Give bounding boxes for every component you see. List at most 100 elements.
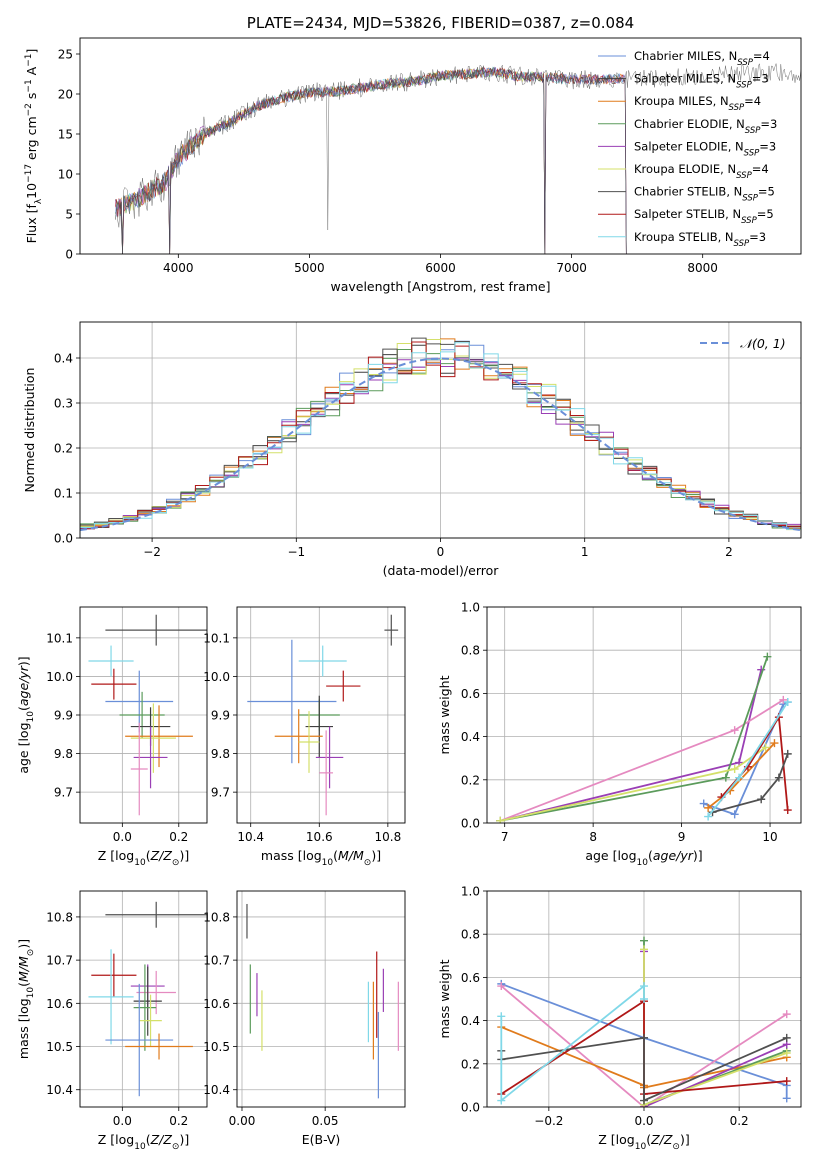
age_weight-marker-4-2 — [770, 739, 779, 748]
legend-entry-6: Chabrier STELIB, NSSP=5 — [634, 185, 775, 204]
z_mass-ytick-label-1: 10.5 — [46, 1040, 73, 1054]
ebv_mass-plot-area — [246, 903, 399, 1099]
mass_age-ytick-label-1: 9.8 — [211, 747, 230, 761]
mass_age-ytick-label-4: 10.1 — [203, 631, 230, 645]
z_weight-marker-7-4 — [782, 1033, 791, 1042]
spectrum-series-chabrier_miles — [115, 67, 627, 254]
age_weight-ytick-label-0: 0.0 — [461, 817, 480, 831]
age_weight-marker-3-1 — [721, 773, 730, 782]
z_age-ytick-label-3: 10.0 — [46, 670, 73, 684]
spectrum-xtick-label-1: 5000 — [294, 261, 325, 275]
z_weight-series-3 — [643, 940, 788, 1107]
ebv_mass-panel: 0.00 0.05 10.4 10.5 10.6 10.7 10.8 E(B-V) — [203, 890, 406, 1147]
legend-entry-1: Salpeter MILES, NSSP=3 — [634, 72, 769, 91]
age_weight-marker-0-1 — [730, 810, 739, 819]
age_weight-xtick-label-2: 9 — [678, 830, 686, 844]
age_weight-panel: 7 8 9 10 0.0 0.2 0.4 0.6 0.8 1.0 age [log10(age/yr… — [437, 601, 802, 868]
z_weight-marker-8-2 — [640, 982, 648, 991]
z_weight-ytick-label-5: 1.0 — [461, 885, 480, 899]
spectrum-xlabel: wavelength [Angstrom, rest frame] — [330, 279, 550, 294]
legend-entry-4: Salpeter ELODIE, NSSP=3 — [634, 139, 776, 158]
age_weight-marker-4-0 — [704, 803, 713, 812]
age_weight-marker-2-2 — [779, 695, 788, 704]
z_weight-marker-8-3 — [640, 995, 648, 1003]
z_weight-marker-0-3 — [782, 1094, 791, 1103]
mass_age-xtick-label-0: 10.4 — [237, 830, 264, 844]
residual-hist-salpeter_stelib — [80, 341, 801, 538]
spectrum-ytick-label-4: 20 — [58, 88, 73, 102]
spectrum-ytick-label-3: 15 — [58, 128, 73, 142]
ebv_mass-ytick-label-3: 10.7 — [203, 954, 230, 968]
spectrum-xtick-label-2: 6000 — [425, 261, 456, 275]
spectrum-series-salpeter_miles — [115, 66, 627, 254]
spectrum-xtick-label-0: 4000 — [163, 261, 194, 275]
residuals-xtick-label-0: −2 — [143, 545, 161, 559]
z_mass-ytick-label-2: 10.6 — [46, 997, 73, 1011]
residuals-ytick-label-0: 0.0 — [54, 532, 73, 546]
age_weight-marker-5-2 — [761, 743, 770, 752]
age_weight-marker-7-2 — [774, 773, 783, 782]
residuals-panel: −2 −1 0 1 2 0.0 0.1 0.2 0.3 0.4 𝒩(0, 1) (data-model… — [22, 321, 802, 578]
age_weight-marker-5-0 — [496, 816, 505, 823]
z_mass-xlabel: Z [log10(Z/Z⊙)] — [98, 1132, 189, 1152]
mass_age-xlabel: mass [log10(M/M⊙)] — [261, 848, 381, 868]
z_mass-ylabel: mass [log10(M/M⊙)] — [16, 939, 36, 1059]
chart-title: PLATE=2434, MJD=53826, FIBERID=0387, z=0… — [247, 14, 634, 32]
spectrum-ytick-label-5: 25 — [58, 48, 73, 62]
spectrum-xtick-label-3: 7000 — [556, 261, 587, 275]
z_weight-ylabel: mass weight — [437, 959, 452, 1038]
residuals-xlabel: (data-model)/error — [383, 563, 500, 578]
spectrum-series-chabrier_stelib — [115, 63, 801, 254]
age_weight-series-7 — [712, 753, 789, 814]
z_mass-frame — [79, 890, 208, 1108]
residuals-ylabel: Normed distribution — [22, 368, 37, 493]
age_weight-xtick-label-0: 7 — [501, 830, 509, 844]
spectrum-ytick-label-2: 10 — [58, 168, 73, 182]
z_weight-series-1 — [500, 985, 788, 1107]
age_weight-marker-7-3 — [783, 749, 792, 758]
age_weight-marker-2-1 — [730, 726, 739, 735]
ebv_mass-frame — [236, 890, 406, 1108]
z_mass-xtick-label-0: 0.0 — [113, 1114, 132, 1128]
spectrum-series-salpeter_elodie — [115, 67, 627, 254]
mass_age-panel: 10.4 10.6 10.8 9.7 9.8 9.9 10.0 10.1 mass [log10… — [203, 606, 406, 868]
age_weight-series-3 — [500, 656, 769, 822]
ebv_mass-ytick-label-2: 10.6 — [203, 997, 230, 1011]
spectrum-series-kroupa_miles — [115, 66, 627, 254]
legend-entry-8: Kroupa STELIB, NSSP=3 — [634, 230, 766, 249]
age_weight-ytick-label-1: 0.2 — [461, 773, 480, 787]
z_weight-ytick-label-2: 0.4 — [461, 1014, 480, 1028]
z_weight-marker-3-0 — [640, 936, 648, 945]
spectrum-plot-area — [115, 63, 801, 254]
z_weight-series-8 — [500, 984, 645, 1103]
z_weight-marker-1-0 — [497, 982, 506, 991]
spectrum-panel: 4000 5000 6000 7000 8000 0 5 10 15 20 25 PLATE=2434… — [24, 14, 802, 294]
spectrum-series-kroupa_stelib — [115, 66, 627, 254]
legend-entry-0: Chabrier MILES, NSSP=4 — [634, 49, 770, 68]
residuals-ytick-label-2: 0.2 — [54, 442, 73, 456]
legend-entry-7: Salpeter STELIB, NSSP=5 — [634, 207, 774, 226]
age_weight-marker-3-2 — [763, 652, 772, 661]
z_weight-plot-area — [497, 936, 791, 1107]
age_weight-plot-area — [496, 652, 792, 823]
ebv_mass-xlabel: E(B-V) — [302, 1132, 341, 1147]
residuals-ytick-label-3: 0.3 — [54, 397, 73, 411]
age_weight-xtick-label-1: 8 — [589, 830, 597, 844]
age_weight-series-5 — [500, 746, 767, 822]
ebv_mass-ytick-label-0: 10.4 — [203, 1083, 230, 1097]
z_weight-marker-8-0 — [497, 1012, 506, 1021]
age_weight-frame — [486, 606, 802, 824]
z_weight-marker-7-3 — [640, 1096, 648, 1105]
z_weight-marker-6-3 — [782, 1077, 791, 1086]
z_weight-marker-5-0 — [640, 945, 648, 954]
age_weight-marker-0-0 — [699, 799, 708, 808]
age_weight-marker-8-1 — [735, 773, 744, 782]
z_mass-plot-area — [88, 901, 207, 1097]
age_weight-ytick-label-4: 0.8 — [461, 644, 480, 658]
z_weight-series-0 — [500, 983, 788, 1099]
residuals-ytick-label-1: 0.1 — [54, 487, 73, 501]
residuals-ytick-label-4: 0.4 — [54, 352, 73, 366]
z_age-xlabel: Z [log10(Z/Z⊙)] — [98, 848, 189, 868]
mass_age-xtick-label-1: 10.6 — [306, 830, 333, 844]
z_weight-ytick-label-3: 0.6 — [461, 971, 480, 985]
